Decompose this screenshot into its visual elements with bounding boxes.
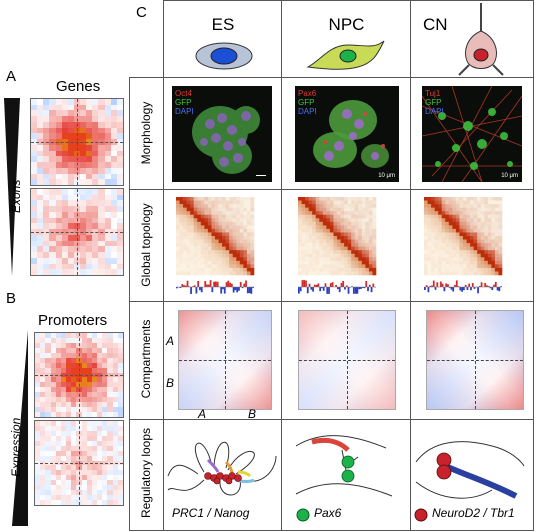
cn-stain-labels: Tuj1 GFP DAPI: [425, 89, 444, 116]
npc-scale-bar: 10 μm: [378, 173, 395, 179]
es-colony-image: [192, 106, 260, 174]
row-label-compartments: Compartments: [139, 319, 153, 399]
cn-marker-label: Tuj1: [425, 89, 441, 98]
panel-a-axis-label: Exons: [9, 179, 23, 213]
row-label-regulatory-loops: Regulatory loops: [139, 427, 153, 519]
header-cell-npc: NPC: [281, 0, 412, 79]
row-label-cell-morphology: Morphology: [129, 77, 165, 191]
cn-neurons-image: [422, 86, 522, 182]
hic-map-es: [176, 197, 255, 294]
green-dot-icon: [296, 508, 310, 522]
cn-gfp-label: GFP: [425, 98, 442, 107]
exons-wedge-icon: [4, 98, 20, 276]
column-title-es: ES: [211, 15, 235, 34]
red-dot-icon: [414, 508, 428, 522]
npc-gfp-label: GFP: [298, 98, 315, 107]
row-label-cell-global-topology: Global topology: [129, 189, 165, 303]
es-cell-icon: [195, 42, 253, 70]
header-cell-es: ES: [163, 0, 283, 79]
promoters-heatmap-top: [34, 332, 124, 418]
npc-dapi-label: DAPI: [298, 107, 317, 116]
hic-map-cn: [424, 197, 503, 294]
genes-heatmap-top: [30, 98, 124, 186]
compartment-map-es: [178, 310, 272, 410]
row-label-cell-regulatory-loops: Regulatory loops: [129, 419, 165, 531]
cn-neurod2-loop-diagram: [415, 441, 525, 499]
cn-scale-bar: 10 μm: [501, 173, 518, 179]
compartment-label-col-b: B: [248, 407, 257, 421]
cn-loop-caption: NeuroD2 / Tbr1: [432, 506, 515, 520]
es-scale-bar: [256, 175, 266, 176]
compartment-map-cn: [426, 310, 524, 410]
es-marker-label: Oct4: [175, 89, 192, 98]
panel-letter-c: C: [136, 4, 147, 21]
compartment-label-row-a: A: [166, 334, 175, 348]
row-label-global-topology: Global topology: [139, 203, 153, 287]
es-stain-labels: Oct4 GFP DAPI: [175, 89, 194, 116]
compartment-map-npc: [298, 310, 396, 410]
npc-cell-icon: [306, 40, 385, 70]
cn-neuron-icon: [458, 3, 504, 76]
npc-marker-label: Pax6: [298, 89, 317, 98]
micrograph-es: Oct4 GFP DAPI: [172, 86, 272, 182]
npc-pax6-loop-diagram: [295, 435, 393, 497]
row-label-cell-compartments: Compartments: [129, 301, 165, 421]
panel-a-title: Genes: [56, 78, 101, 95]
es-polycomb-loops-diagram: [167, 441, 277, 496]
micrograph-npc: Pax6 GFP DAPI 10 μm: [295, 86, 399, 182]
cn-dapi-label: DAPI: [425, 107, 444, 116]
column-title-cn: CN: [423, 15, 448, 34]
npc-rosette-image: [313, 100, 389, 168]
es-gfp-label: GFP: [175, 98, 192, 107]
compartment-label-col-a: A: [198, 407, 207, 421]
hic-map-npc: [298, 197, 377, 294]
column-title-npc: NPC: [328, 15, 365, 34]
panel-letter-a: A: [6, 68, 17, 85]
panel-b-axis-label: Expression: [9, 417, 23, 477]
compartment-label-row-b: B: [166, 376, 175, 390]
panel-b-title: Promoters: [38, 312, 108, 329]
micrograph-cn: Tuj1 GFP DAPI 10 μm: [422, 86, 522, 182]
header-cell-cn: CN: [410, 0, 534, 79]
es-dapi-label: DAPI: [175, 107, 194, 116]
promoters-heatmap-bottom: [34, 420, 124, 506]
panel-letter-b: B: [6, 290, 17, 307]
row-label-morphology: Morphology: [139, 101, 153, 165]
es-loop-caption: PRC1 / Nanog: [172, 506, 250, 520]
npc-stain-labels: Pax6 GFP DAPI: [298, 89, 317, 116]
npc-loop-caption: Pax6: [314, 506, 342, 520]
expression-wedge-icon: [12, 330, 28, 526]
genes-heatmap-bottom: [30, 188, 124, 276]
